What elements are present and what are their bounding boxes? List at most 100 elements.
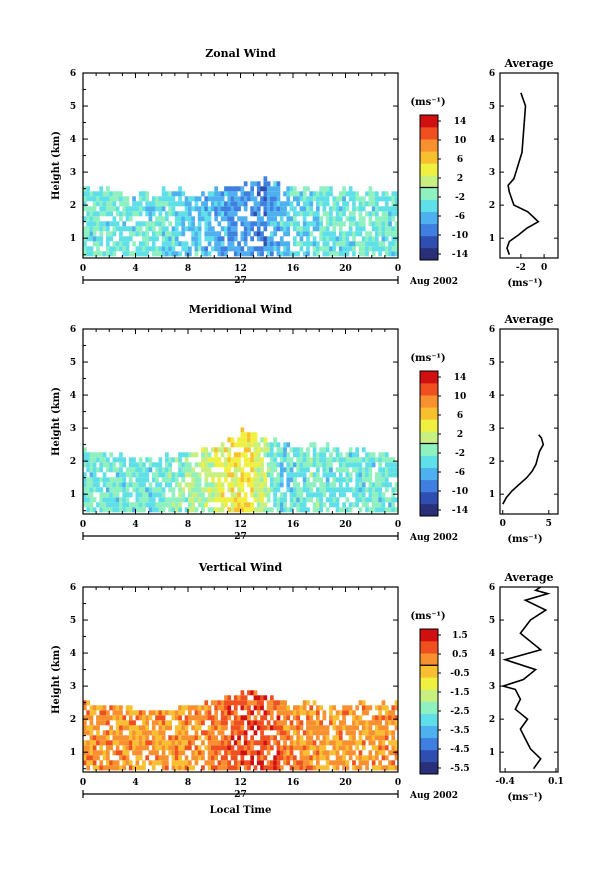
heatmap-cell	[138, 206, 143, 212]
heatmap-cell	[135, 755, 140, 761]
heatmap-cell	[332, 216, 337, 222]
heatmap-cell	[388, 467, 392, 473]
heatmap-cell	[191, 755, 195, 761]
heatmap-cell	[302, 206, 307, 212]
heatmap-cell	[135, 492, 140, 498]
heatmap-cell	[158, 221, 163, 227]
heatmap-cell	[168, 211, 172, 217]
heatmap-cell	[92, 251, 97, 257]
heatmap-cell	[352, 730, 356, 736]
heatmap-cell	[358, 492, 363, 498]
heatmap-cell	[243, 216, 248, 222]
heatmap-cell	[243, 196, 248, 202]
heatmap-cell	[306, 755, 310, 761]
heatmap-cell	[352, 246, 356, 252]
heatmap-cell	[322, 487, 327, 493]
heatmap-cell	[148, 497, 153, 503]
heatmap-cell	[181, 497, 186, 503]
heatmap-cell	[194, 246, 199, 252]
heatmap-cell	[256, 705, 261, 711]
heatmap-cell	[256, 452, 261, 458]
heatmap-cell	[151, 760, 156, 766]
heatmap-cell	[207, 206, 212, 212]
heatmap-cell	[247, 246, 251, 252]
heatmap-cell	[214, 211, 218, 217]
heatmap-cell	[211, 750, 215, 756]
heatmap-cell	[332, 715, 337, 721]
heatmap-cell	[286, 251, 291, 257]
heatmap-cell	[266, 472, 271, 478]
heatmap-cell	[184, 196, 189, 202]
heatmap-cell	[83, 492, 87, 498]
heatmap-cell	[361, 700, 366, 706]
heatmap-cell	[230, 186, 235, 192]
heatmap-cell	[220, 745, 225, 751]
heatmap-cell	[260, 216, 264, 222]
heatmap-cell	[243, 492, 248, 498]
heatmap-cell	[92, 735, 97, 741]
heatmap-cell	[99, 502, 104, 508]
heatmap-cell	[270, 206, 274, 212]
heatmap-cell	[335, 755, 340, 761]
heatmap-cell	[171, 507, 176, 513]
heatmap-cell	[109, 740, 113, 746]
heatmap-cell	[188, 226, 192, 232]
heatmap-cell	[233, 765, 238, 771]
heatmap-cell	[112, 497, 117, 503]
heatmap-cell	[247, 720, 251, 726]
heatmap-cell	[296, 497, 300, 503]
heatmap-cell	[122, 241, 127, 247]
heatmap-cell	[394, 507, 399, 513]
heatmap-cell	[204, 211, 209, 217]
heatmap-cell	[302, 231, 307, 237]
heatmap-cell	[276, 760, 281, 766]
heatmap-cell	[358, 735, 363, 741]
heatmap-cell	[142, 236, 146, 242]
heatmap-cell	[348, 710, 353, 716]
heatmap-cell	[109, 452, 113, 458]
heatmap-cell	[250, 462, 254, 468]
heatmap-cell	[122, 472, 127, 478]
heatmap-cell	[355, 231, 359, 237]
heatmap-cell	[138, 482, 143, 488]
heatmap-cell	[325, 246, 330, 252]
heatmap-cell	[233, 452, 238, 458]
heatmap-cell	[240, 745, 245, 751]
heatmap-cell	[106, 462, 110, 468]
heatmap-cell	[378, 452, 382, 458]
heatmap-cell	[283, 241, 287, 247]
heatmap-cell	[375, 730, 379, 736]
heatmap-cell	[109, 760, 113, 766]
heatmap-cell	[115, 472, 120, 478]
heatmap-cell	[355, 196, 359, 202]
heatmap-cell	[279, 730, 284, 736]
heatmap-cell	[293, 710, 297, 716]
heatmap-cell	[168, 482, 172, 488]
date-center-label: 27	[234, 532, 247, 542]
heatmap-cell	[256, 497, 261, 503]
colorbar-swatch	[420, 713, 438, 726]
heatmap-cell	[115, 725, 120, 731]
avg-y-tick-label: 2	[489, 201, 495, 211]
heatmap-cell	[224, 472, 228, 478]
heatmap-cell	[391, 467, 396, 473]
heatmap-cell	[151, 487, 156, 493]
heatmap-cell	[125, 750, 130, 756]
heatmap-cell	[322, 750, 327, 756]
heatmap-cell	[214, 231, 218, 237]
heatmap-cell	[197, 497, 202, 503]
heatmap-cell	[115, 196, 120, 202]
heatmap-cell	[89, 715, 94, 721]
heatmap-cell	[138, 201, 143, 207]
heatmap-cell	[329, 492, 333, 498]
heatmap-cell	[237, 206, 241, 212]
heatmap-cell	[207, 725, 212, 731]
colorbar-tick-label: -14	[452, 250, 468, 260]
heatmap-cell	[194, 487, 199, 493]
heatmap-cell	[151, 497, 156, 503]
colorbar-swatch	[420, 725, 438, 739]
colorbar-swatch	[420, 749, 438, 763]
heatmap-cell	[112, 477, 117, 483]
